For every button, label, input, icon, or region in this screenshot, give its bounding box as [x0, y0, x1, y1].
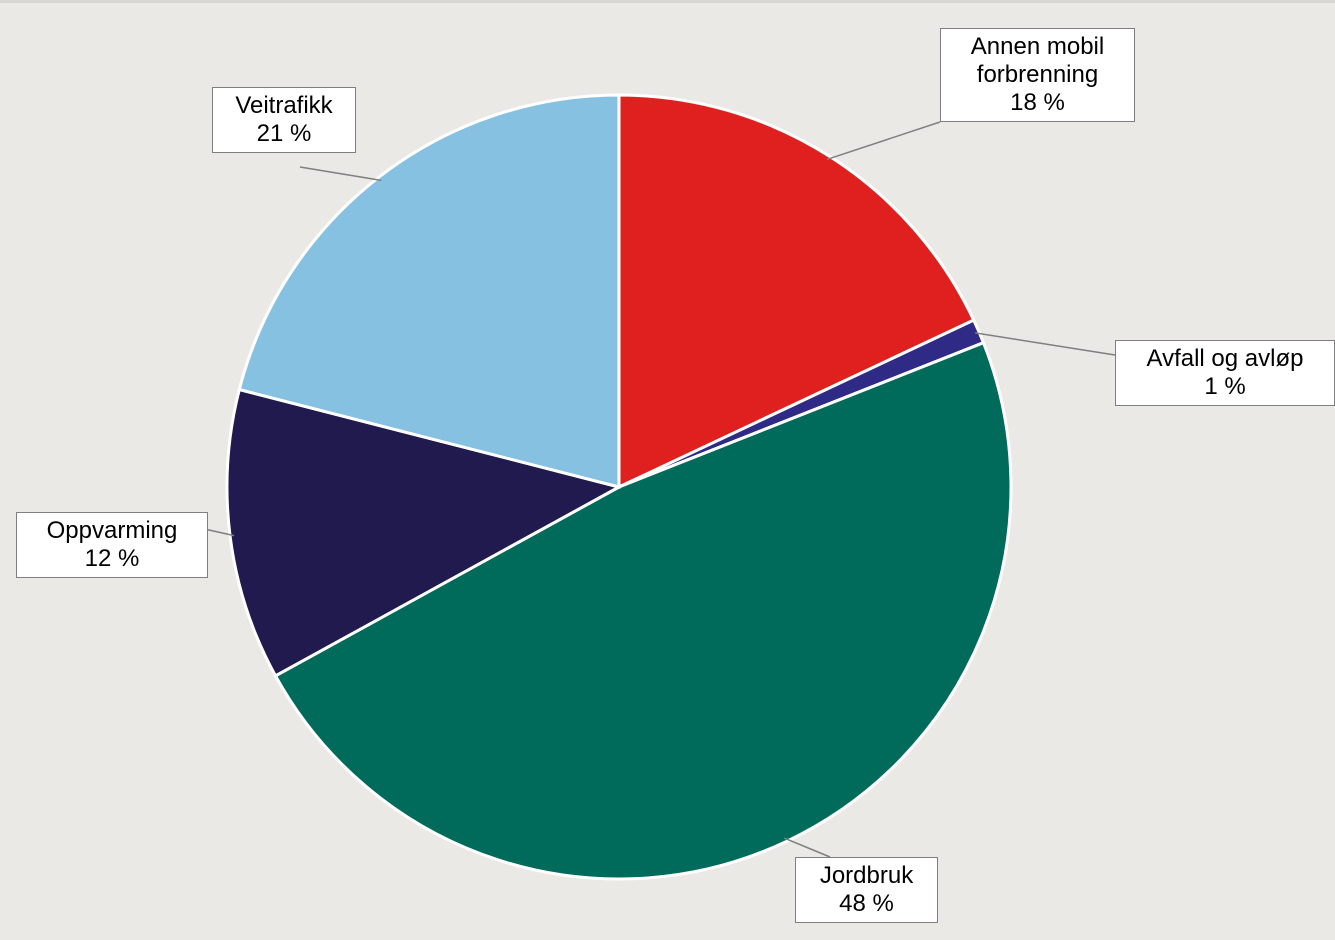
data-label: Veitrafikk 21 %: [212, 87, 356, 153]
category-label: Jordbruk: [819, 862, 914, 889]
leader-line: [974, 332, 1116, 356]
leader-line: [826, 121, 941, 161]
value-label: 1 %: [1204, 373, 1246, 400]
pie-slice: [225, 387, 624, 678]
pie-slice: [237, 93, 621, 489]
category-label: Avfall og avløp: [1146, 345, 1304, 372]
top-border: [0, 0, 1335, 3]
category-label: Oppvarming: [46, 517, 178, 544]
leader-line: [299, 166, 382, 182]
data-label: Oppvarming 12 %: [16, 512, 208, 578]
data-label: Jordbruk 48 %: [795, 857, 938, 923]
data-label: Avfall og avløp 1 %: [1115, 340, 1335, 406]
category-label: Veitrafikk: [235, 92, 333, 119]
value-label: 21 %: [256, 120, 312, 147]
value-label: 48 %: [839, 890, 894, 917]
pie-slice: [273, 340, 1013, 881]
leader-line: [783, 837, 831, 858]
category-label: Annen mobil forbrenning: [970, 33, 1105, 88]
value-label: 18 %: [1010, 89, 1065, 116]
pie-slice: [617, 93, 976, 490]
value-label: 12 %: [84, 545, 140, 572]
data-label: Annen mobil forbrenning 18 %: [940, 28, 1135, 122]
